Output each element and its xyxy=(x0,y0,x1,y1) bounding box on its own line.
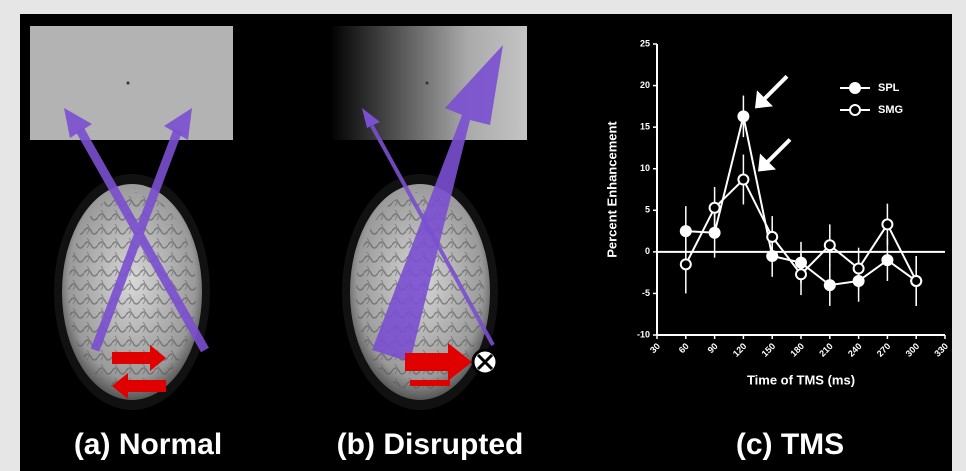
data-point xyxy=(710,228,720,238)
x-axis-label: Time of TMS (ms) xyxy=(747,372,855,387)
data-point xyxy=(882,255,892,265)
data-point xyxy=(882,219,892,229)
panel-label: (c) TMS xyxy=(736,428,844,461)
data-point xyxy=(681,226,691,236)
data-point xyxy=(825,280,835,290)
data-point xyxy=(854,276,864,286)
legend-label: SPL xyxy=(878,82,900,94)
data-point xyxy=(767,232,777,242)
data-point xyxy=(738,111,748,121)
data-point xyxy=(681,259,691,269)
data-point xyxy=(767,251,777,261)
y-tick-label: 0 xyxy=(645,246,650,256)
y-tick-label: 20 xyxy=(640,80,650,90)
y-tick-label: 5 xyxy=(645,205,650,215)
fixation xyxy=(426,82,429,85)
data-point xyxy=(796,269,806,279)
y-tick-label: 15 xyxy=(640,122,650,132)
fixation xyxy=(127,82,130,85)
y-tick-label: -10 xyxy=(637,329,650,339)
screen xyxy=(30,26,233,140)
y-tick-label: 25 xyxy=(640,38,650,48)
data-point xyxy=(911,276,921,286)
data-point xyxy=(796,258,806,268)
data-point xyxy=(825,240,835,250)
figure: -10-505101520253060901201501802102402703… xyxy=(0,0,966,471)
data-point xyxy=(738,175,748,185)
legend-marker xyxy=(850,105,860,115)
y-tick-label: 10 xyxy=(640,163,650,173)
data-point xyxy=(710,203,720,213)
legend-label: SMG xyxy=(878,104,903,116)
legend-marker xyxy=(850,83,860,93)
panel-label: (b) Disrupted xyxy=(337,428,524,461)
y-tick-label: -5 xyxy=(642,288,650,298)
panel-label: (a) Normal xyxy=(74,428,222,461)
data-point xyxy=(854,263,864,273)
y-axis-label: Percent Enhancement xyxy=(604,121,619,258)
